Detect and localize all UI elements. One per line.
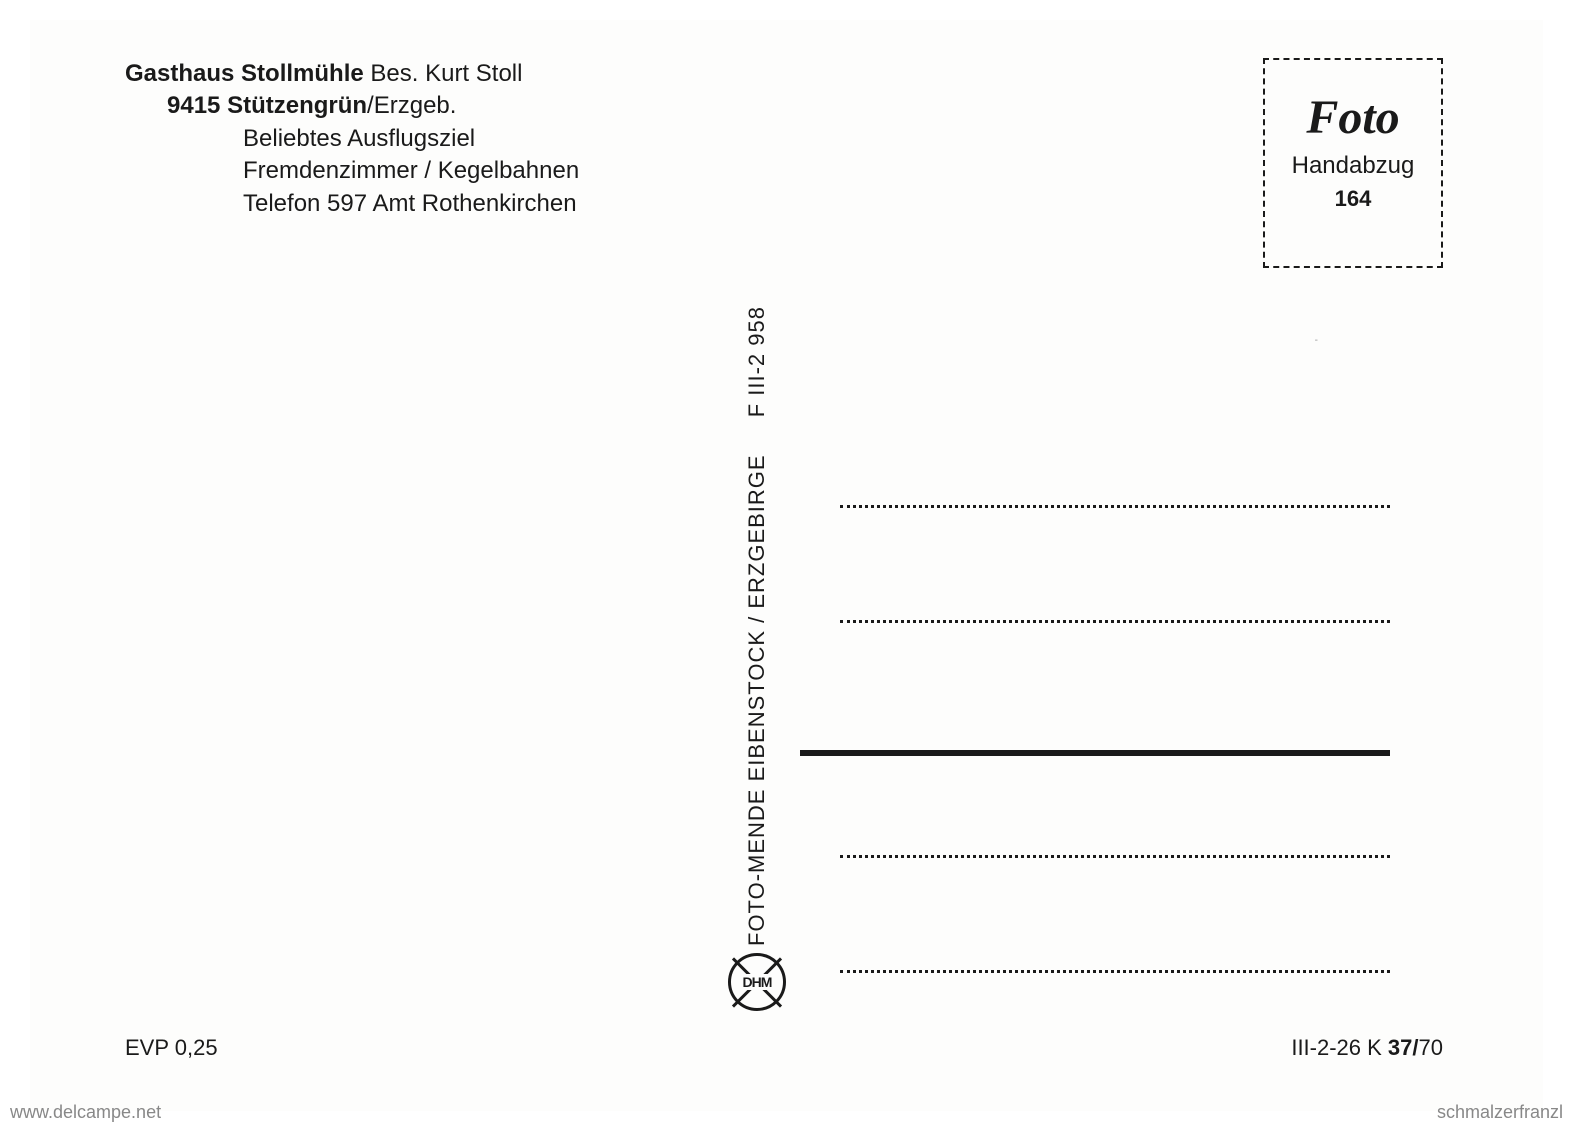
print-code: III-2-26 K 37/70: [1291, 1035, 1443, 1061]
sender-header: Gasthaus Stollmühle Bes. Kurt Stoll 9415…: [125, 58, 579, 220]
establishment-line: Gasthaus Stollmühle Bes. Kurt Stoll: [125, 58, 579, 90]
publisher-name: FOTO-MENDE EIBENSTOCK / ERZGEBIRGE: [744, 454, 769, 946]
stamp-placeholder: Foto Handabzug 164: [1263, 58, 1443, 268]
print-code-suffix: 70: [1419, 1035, 1443, 1060]
logo-letters: DHM: [741, 974, 774, 990]
stamp-subtitle: Handabzug: [1265, 152, 1441, 180]
publisher-logo: DHM: [728, 953, 786, 1011]
address-rule-2: [840, 620, 1390, 623]
tagline-1: Beliebtes Ausflugsziel: [125, 123, 579, 155]
town-name: Stützengrün: [227, 92, 367, 119]
publisher-code: F III-2 958: [744, 306, 769, 417]
address-divider: [800, 750, 1390, 756]
stamp-title: Foto: [1265, 94, 1441, 142]
watermark-site: www.delcampe.net: [10, 1102, 161, 1123]
establishment-name: Gasthaus Stollmühle: [125, 60, 364, 87]
print-mark: -: [1315, 335, 1318, 346]
publisher-vertical: FOTO-MENDE EIBENSTOCK / ERZGEBIRGE F III…: [744, 306, 770, 946]
watermark-user: schmalzerfranzl: [1437, 1102, 1563, 1123]
stamp-number: 164: [1265, 186, 1441, 212]
postal-code: 9415: [167, 92, 220, 119]
address-rule-1: [840, 505, 1390, 508]
print-code-prefix: III-2-26 K: [1291, 1035, 1388, 1060]
price-label: EVP 0,25: [125, 1035, 218, 1061]
phone-line: Telefon 597 Amt Rothenkirchen: [125, 188, 579, 220]
print-code-bold: 37/: [1388, 1035, 1419, 1060]
address-rule-3: [840, 855, 1390, 858]
postcard-back: Gasthaus Stollmühle Bes. Kurt Stoll 9415…: [30, 20, 1543, 1111]
tagline-2: Fremdenzimmer / Kegelbahnen: [125, 155, 579, 187]
address-rule-4: [840, 970, 1390, 973]
address-line: 9415 Stützengrün/Erzgeb.: [125, 90, 579, 122]
region-suffix: /Erzgeb.: [367, 92, 456, 119]
owner-name: Bes. Kurt Stoll: [370, 60, 522, 87]
